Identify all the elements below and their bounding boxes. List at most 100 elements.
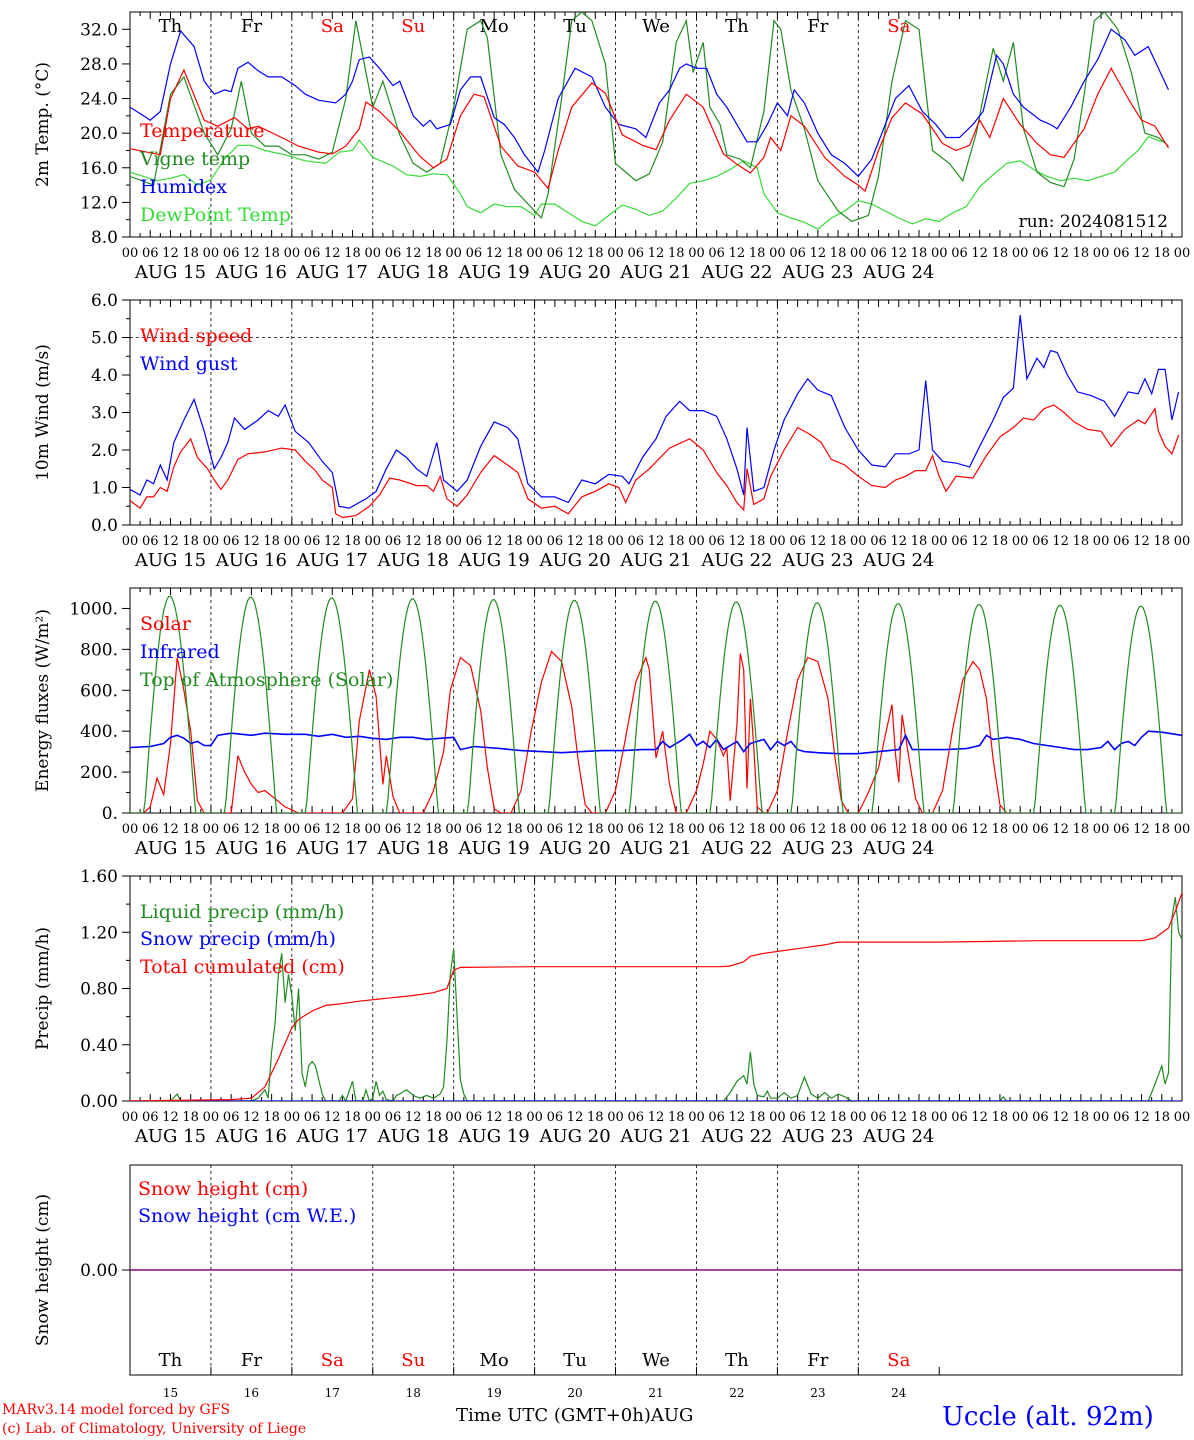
y-tick-label: 3.0 xyxy=(91,404,118,424)
hour-tick-label: 00 xyxy=(203,1110,220,1125)
hour-tick-label: 00 xyxy=(607,822,624,837)
hour-tick-label: 12 xyxy=(324,534,341,549)
date-label: AUG 24 xyxy=(862,1126,934,1147)
date-label: AUG 18 xyxy=(377,1126,449,1147)
hour-tick-label: 06 xyxy=(789,246,806,261)
weekday-label: Fr xyxy=(807,1350,828,1371)
hour-tick-label: 00 xyxy=(1174,1110,1191,1125)
legend-entry: Snow precip (mm/h) xyxy=(140,928,336,950)
hour-tick-label: 12 xyxy=(810,1110,827,1125)
hour-tick-label: 06 xyxy=(1032,534,1049,549)
y-tick-label: 0.0 xyxy=(91,516,118,536)
hour-tick-label: 12 xyxy=(1052,822,1069,837)
hour-tick-label: 06 xyxy=(142,246,159,261)
hour-tick-label: 00 xyxy=(850,822,867,837)
hour-tick-label: 06 xyxy=(627,246,644,261)
hour-tick-label: 06 xyxy=(223,246,240,261)
hour-tick-label: 06 xyxy=(385,534,402,549)
hour-tick-label: 18 xyxy=(1073,246,1090,261)
hour-tick-label: 12 xyxy=(1052,246,1069,261)
hour-tick-label: 00 xyxy=(284,246,301,261)
hour-tick-label: 12 xyxy=(567,822,584,837)
hour-tick-label: 00 xyxy=(769,822,786,837)
hour-tick-label: 12 xyxy=(324,822,341,837)
date-label: AUG 22 xyxy=(700,550,772,571)
hour-tick-label: 12 xyxy=(1133,1110,1150,1125)
hour-tick-label: 06 xyxy=(951,1110,968,1125)
date-label: AUG 23 xyxy=(781,550,853,571)
hour-tick-label: 18 xyxy=(830,534,847,549)
hour-tick-label: 00 xyxy=(931,534,948,549)
weekday-label: Sa xyxy=(887,1350,910,1371)
hour-tick-label: 12 xyxy=(243,822,260,837)
hour-tick-label: 12 xyxy=(486,1110,503,1125)
hour-tick-label: 12 xyxy=(1133,534,1150,549)
date-label: AUG 18 xyxy=(377,262,449,283)
hour-tick-label: 06 xyxy=(870,534,887,549)
hour-tick-label: 06 xyxy=(789,822,806,837)
date-label: AUG 20 xyxy=(538,838,610,859)
hour-tick-label: 18 xyxy=(182,822,199,837)
hour-tick-label: 06 xyxy=(385,1110,402,1125)
hour-tick-label: 12 xyxy=(486,822,503,837)
date-label: AUG 22 xyxy=(700,1126,772,1147)
panel-5: 0.00 Snow height (cm) 15 Th 16 Fr 17 Sa 18 Su 19 Mo… xyxy=(33,1164,1183,1400)
hour-tick-label: 06 xyxy=(547,1110,564,1125)
hour-tick-label: 12 xyxy=(890,822,907,837)
hour-tick-label: 18 xyxy=(1153,534,1170,549)
weekday-label: Fr xyxy=(241,1350,262,1371)
weekday-label: Th xyxy=(159,1350,183,1371)
date-label: AUG 18 xyxy=(377,550,449,571)
hour-tick-label: 00 xyxy=(688,534,705,549)
hour-tick-label: 06 xyxy=(142,822,159,837)
hour-tick-label: 18 xyxy=(182,534,199,549)
series-line-dewpoint-temp xyxy=(130,135,1163,230)
date-number-label: 21 xyxy=(648,1386,663,1400)
hour-tick-label: 00 xyxy=(688,246,705,261)
hour-tick-label: 06 xyxy=(951,534,968,549)
hour-tick-label: 00 xyxy=(607,246,624,261)
hour-tick-label: 12 xyxy=(405,822,422,837)
date-number-label: 23 xyxy=(810,1386,825,1400)
hour-tick-label: 06 xyxy=(708,822,725,837)
date-label: AUG 21 xyxy=(619,550,691,571)
hour-tick-label: 00 xyxy=(1093,1110,1110,1125)
hour-tick-label: 06 xyxy=(304,822,321,837)
date-label: AUG 18 xyxy=(377,838,449,859)
y-tick-label: 12.0 xyxy=(80,193,118,213)
hour-tick-label: 00 xyxy=(445,822,462,837)
hour-tick-label: 06 xyxy=(547,534,564,549)
hour-tick-label: 00 xyxy=(445,1110,462,1125)
date-label: AUG 16 xyxy=(215,838,287,859)
date-label: AUG 22 xyxy=(700,262,772,283)
legend-entry: Infrared xyxy=(140,641,220,663)
hour-tick-label: 06 xyxy=(1032,1110,1049,1125)
legend-entry: Wind gust xyxy=(140,353,238,375)
legend-entry: Humidex xyxy=(140,176,227,198)
date-label: AUG 23 xyxy=(781,1126,853,1147)
hour-tick-label: 06 xyxy=(466,1110,483,1125)
hour-tick-label: 00 xyxy=(850,534,867,549)
hour-tick-label: 06 xyxy=(223,534,240,549)
date-number-label: 16 xyxy=(244,1386,259,1400)
copyright-credit: (c) Lab. of Climatology, University of L… xyxy=(2,1421,307,1437)
date-label: AUG 24 xyxy=(862,838,934,859)
y-tick-label: 0.40 xyxy=(80,1036,118,1056)
legend-entry: Wind speed xyxy=(140,325,252,347)
hour-tick-label: 06 xyxy=(304,1110,321,1125)
hour-tick-label: 00 xyxy=(688,822,705,837)
hour-tick-label: 18 xyxy=(182,1110,199,1125)
hour-tick-label: 00 xyxy=(526,1110,543,1125)
legend-entry: Solar xyxy=(140,613,192,635)
weekday-label: Mo xyxy=(480,16,509,37)
y-tick-label: 0.00 xyxy=(80,1261,118,1281)
hour-tick-label: 12 xyxy=(971,822,988,837)
y-tick-label: 8.0 xyxy=(91,228,118,248)
hour-tick-label: 12 xyxy=(324,246,341,261)
hour-tick-label: 06 xyxy=(304,534,321,549)
hour-tick-label: 06 xyxy=(223,1110,240,1125)
date-label: AUG 24 xyxy=(862,262,934,283)
hour-tick-label: 18 xyxy=(587,1110,604,1125)
date-label: AUG 20 xyxy=(538,1126,610,1147)
y-tick-label: 32.0 xyxy=(80,20,118,40)
